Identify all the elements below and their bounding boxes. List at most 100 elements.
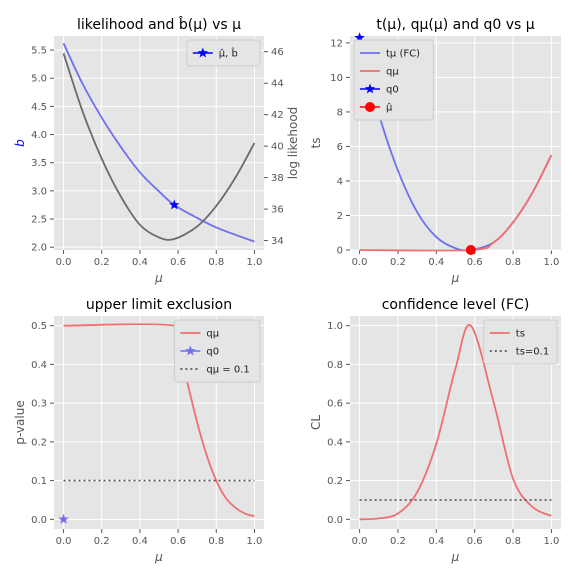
y-tick-label: 0.0 bbox=[31, 515, 47, 526]
legend: tμ (FC) qμ q0 μ̂ bbox=[353, 39, 434, 121]
x-tick-label: 0.8 bbox=[208, 257, 224, 268]
y-tick-label: 0 bbox=[337, 246, 343, 257]
y-tick-label: 3.5 bbox=[31, 158, 47, 169]
legend-label: ts=0.1 bbox=[516, 347, 549, 358]
y-right-tick-label: 38 bbox=[271, 173, 284, 184]
x-tick-label: 0.0 bbox=[56, 257, 72, 268]
x-tick-label: 0.4 bbox=[428, 257, 444, 268]
y-tick-label: 2 bbox=[337, 211, 343, 222]
subplot-p4: 0.0 0.2 0.4 0.6 0.8 1.0 0.0 0.2 0.4 0.6 0.8 1.0 conf… bbox=[309, 297, 561, 564]
y-right-tick-label: 34 bbox=[271, 236, 284, 247]
y-tick-label: 4.5 bbox=[31, 102, 47, 113]
point-marker-star bbox=[169, 199, 180, 210]
y-tick-label: 5.0 bbox=[31, 74, 47, 85]
legend-swatch-circle bbox=[365, 102, 375, 112]
chart-title: upper limit exclusion bbox=[86, 297, 232, 313]
y-tick-label: 3.0 bbox=[31, 186, 47, 197]
y-tick-label: 0.6 bbox=[327, 399, 343, 410]
legend-swatch-star bbox=[364, 83, 376, 94]
legend-label: ts bbox=[516, 329, 525, 340]
x-tick-label: 0.6 bbox=[467, 257, 483, 268]
y-axis-label-right: log likehood bbox=[286, 107, 300, 180]
x-axis-label: μ bbox=[451, 271, 460, 285]
x-tick-label: 0.0 bbox=[352, 536, 368, 547]
y-tick-label: 5.5 bbox=[31, 46, 47, 57]
y-right-tick-label: 40 bbox=[271, 142, 284, 153]
y-axis-label: b bbox=[13, 139, 27, 147]
subplot-p2: 0.0 0.2 0.4 0.6 0.8 1.0 0 2 4 6 8 10 12 t(μ), qμ(μ) a… bbox=[309, 17, 561, 285]
legend: μ̂, b̂ bbox=[186, 39, 261, 67]
y-axis-label: ts bbox=[309, 138, 323, 149]
y-tick-label: 0.8 bbox=[327, 360, 343, 371]
x-tick-label: 1.0 bbox=[543, 536, 559, 547]
legend-frame bbox=[353, 39, 434, 121]
y-tick-label: 0.1 bbox=[31, 476, 47, 487]
x-tick-label: 0.8 bbox=[505, 536, 521, 547]
legend-label: tμ (FC) bbox=[386, 49, 420, 60]
y-tick-label: 0.2 bbox=[31, 437, 47, 448]
y-tick-label: 6 bbox=[337, 142, 343, 153]
legend-label: μ̂, b̂ bbox=[219, 47, 238, 60]
x-tick-label: 0.6 bbox=[170, 536, 186, 547]
x-tick-label: 1.0 bbox=[543, 257, 559, 268]
y-tick-label: 0.5 bbox=[31, 321, 47, 332]
y-right-tick-label: 46 bbox=[271, 47, 284, 58]
x-axis-label: μ bbox=[154, 271, 163, 285]
legend-label: q0 bbox=[206, 347, 219, 358]
legend-label: qμ bbox=[386, 67, 399, 78]
x-tick-label: 0.4 bbox=[132, 536, 148, 547]
x-tick-label: 0.8 bbox=[505, 257, 521, 268]
series-line-1 bbox=[359, 154, 553, 252]
y-tick-label: 12 bbox=[330, 38, 343, 49]
x-axis-label: μ bbox=[451, 550, 460, 564]
y-tick-label: 0.4 bbox=[31, 360, 47, 371]
legend-frame bbox=[186, 39, 261, 67]
y-axis-label: p-value bbox=[13, 400, 27, 444]
x-tick-label: 0.4 bbox=[428, 536, 444, 547]
x-tick-label: 0.6 bbox=[467, 536, 483, 547]
y-tick-label: 0.0 bbox=[327, 515, 343, 526]
y-right-tick-label: 44 bbox=[271, 79, 284, 90]
y-tick-label: 1.0 bbox=[327, 321, 343, 332]
x-tick-label: 0.6 bbox=[170, 257, 186, 268]
y-tick-label: 0.2 bbox=[327, 476, 343, 487]
legend-swatch-star bbox=[185, 345, 196, 356]
chart-title: confidence level (FC) bbox=[382, 297, 530, 313]
x-tick-label: 1.0 bbox=[247, 536, 263, 547]
y-right-tick-label: 36 bbox=[271, 205, 284, 216]
legend-label: μ̂ bbox=[386, 102, 393, 114]
plot-area bbox=[54, 36, 264, 250]
point-marker-star bbox=[354, 32, 365, 43]
chart-title: t(μ), qμ(μ) and q0 vs μ bbox=[376, 17, 534, 33]
legend-label: qμ bbox=[206, 329, 219, 340]
y-tick-label: 10 bbox=[330, 73, 343, 84]
y-right-tick-label: 42 bbox=[271, 110, 284, 121]
x-axis-label: μ bbox=[154, 550, 163, 564]
subplot-p3: 0.0 0.2 0.4 0.6 0.8 1.0 0.0 0.1 0.2 0.3 0.4 0.5 uppe… bbox=[13, 297, 264, 564]
point-marker-star bbox=[58, 513, 69, 524]
x-tick-label: 0.0 bbox=[56, 536, 72, 547]
legend-swatch-star bbox=[197, 47, 209, 58]
series-line-0 bbox=[359, 324, 552, 521]
y-tick-label: 2.5 bbox=[31, 215, 47, 226]
legend: qμ q0 qμ = 0.1 bbox=[173, 319, 261, 383]
legend-label: qμ = 0.1 bbox=[206, 365, 249, 376]
x-tick-label: 0.2 bbox=[94, 257, 110, 268]
legend: ts ts=0.1 bbox=[483, 319, 558, 365]
y-axis-label: CL bbox=[309, 415, 323, 430]
y-tick-label: 8 bbox=[337, 107, 343, 118]
series-line-1 bbox=[62, 53, 256, 241]
legend-frame bbox=[483, 319, 558, 365]
x-tick-label: 0.2 bbox=[390, 257, 406, 268]
legend-label: q0 bbox=[386, 85, 399, 96]
x-tick-label: 1.0 bbox=[247, 257, 263, 268]
point-marker-circle bbox=[465, 245, 476, 255]
y-tick-label: 0.3 bbox=[31, 399, 47, 410]
x-tick-label: 0.4 bbox=[132, 257, 148, 268]
legend-frame bbox=[173, 319, 261, 383]
series-line-0 bbox=[62, 42, 255, 243]
y-tick-label: 4 bbox=[337, 176, 343, 187]
subplot-p1: 0.0 0.2 0.4 0.6 0.8 1.0 2.0 2.5 3.0 3.5 4.0 4.5 5.0 5… bbox=[13, 16, 300, 285]
chart-title: likelihood and b̂(μ) vs μ bbox=[77, 16, 241, 33]
